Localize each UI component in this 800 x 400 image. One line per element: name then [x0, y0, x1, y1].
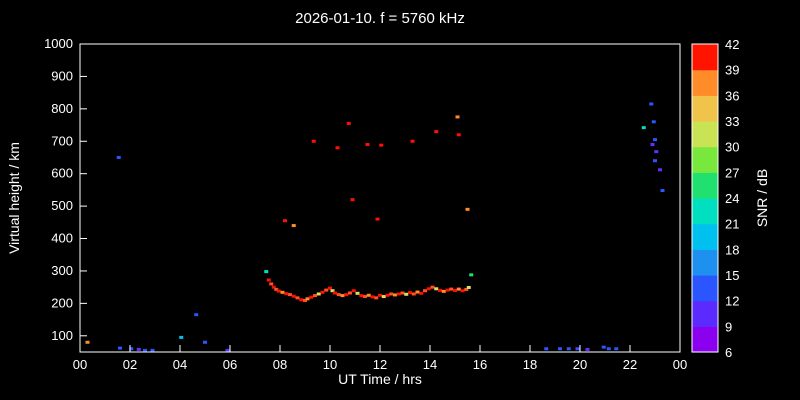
- svg-text:00: 00: [673, 357, 687, 372]
- svg-text:16: 16: [473, 357, 487, 372]
- svg-text:06: 06: [223, 357, 237, 372]
- svg-text:18: 18: [523, 357, 537, 372]
- svg-text:1000: 1000: [44, 36, 73, 51]
- svg-text:30: 30: [725, 140, 739, 155]
- y-axis-label: Virtual height / km: [6, 142, 22, 254]
- svg-text:42: 42: [725, 37, 739, 52]
- svg-text:14: 14: [423, 357, 437, 372]
- svg-text:10: 10: [323, 357, 337, 372]
- svg-text:20: 20: [573, 357, 587, 372]
- x-axis-label: UT Time / hrs: [338, 371, 422, 387]
- svg-text:400: 400: [51, 231, 73, 246]
- chart-title: 2026-01-10. f = 5760 kHz: [295, 10, 465, 27]
- svg-text:33: 33: [725, 114, 739, 129]
- svg-text:600: 600: [51, 166, 73, 181]
- svg-text:21: 21: [725, 217, 739, 232]
- svg-text:100: 100: [51, 328, 73, 343]
- svg-text:800: 800: [51, 101, 73, 116]
- svg-text:02: 02: [123, 357, 137, 372]
- svg-text:39: 39: [725, 63, 739, 78]
- svg-text:36: 36: [725, 88, 739, 103]
- colorbar-label: SNR / dB: [754, 168, 770, 228]
- svg-text:15: 15: [725, 268, 739, 283]
- svg-text:300: 300: [51, 263, 73, 278]
- svg-text:200: 200: [51, 295, 73, 310]
- svg-text:24: 24: [725, 191, 739, 206]
- svg-text:9: 9: [725, 319, 732, 334]
- svg-text:500: 500: [51, 198, 73, 213]
- svg-text:18: 18: [725, 242, 739, 257]
- svg-text:900: 900: [51, 68, 73, 83]
- svg-text:22: 22: [623, 357, 637, 372]
- svg-text:12: 12: [725, 294, 739, 309]
- svg-text:12: 12: [373, 357, 387, 372]
- svg-text:04: 04: [173, 357, 187, 372]
- svg-text:6: 6: [725, 345, 732, 360]
- svg-text:00: 00: [73, 357, 87, 372]
- svg-text:700: 700: [51, 133, 73, 148]
- svg-text:08: 08: [273, 357, 287, 372]
- svg-text:27: 27: [725, 165, 739, 180]
